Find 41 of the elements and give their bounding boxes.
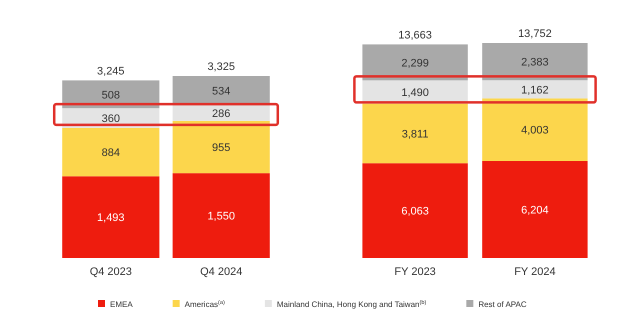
bar xyxy=(482,43,588,80)
data-label: 2,383 xyxy=(521,56,549,69)
data-label: 1,490 xyxy=(401,86,429,99)
x-tick-label: Q4 2024 xyxy=(200,266,242,278)
data-label: 1,162 xyxy=(521,84,549,96)
data-label: 3,811 xyxy=(402,128,428,140)
data-label: 286 xyxy=(212,108,230,120)
legend-label: EMEA xyxy=(110,300,134,309)
x-tick-label: FY 2023 xyxy=(394,266,436,278)
legend-label: Americas$^{(a)}$ xyxy=(184,299,225,309)
data-label: 955 xyxy=(212,142,230,154)
bar xyxy=(172,76,270,106)
total-label: 3,245 xyxy=(97,65,125,78)
x-tick-label: FY 2024 xyxy=(514,266,556,278)
data-label: 6,204 xyxy=(521,204,549,217)
legend-label: Mainland China, Hong Kong and Taiwan$^{(b)}$ xyxy=(276,299,426,309)
bar xyxy=(172,105,270,121)
data-label: 508 xyxy=(102,89,120,102)
bar xyxy=(172,173,270,258)
data-label: 534 xyxy=(212,86,230,98)
total-label: 3,325 xyxy=(207,61,235,73)
data-label: 884 xyxy=(102,147,120,160)
bar xyxy=(362,44,468,80)
bar xyxy=(62,176,160,258)
bar xyxy=(482,161,588,258)
total-label: 13,752 xyxy=(518,28,552,40)
data-label: 1,550 xyxy=(207,210,235,223)
bar xyxy=(482,80,588,98)
bar xyxy=(362,163,468,258)
total-label: 13,663 xyxy=(398,29,432,42)
legend-label: Rest of APAC xyxy=(478,300,527,309)
bar xyxy=(482,98,588,162)
bar xyxy=(362,104,468,164)
bar xyxy=(172,120,270,174)
data-label: 2,299 xyxy=(401,57,429,70)
data-label: 360 xyxy=(102,113,120,126)
x-tick-label: Q4 2023 xyxy=(90,266,132,278)
data-label: 1,493 xyxy=(97,212,125,224)
data-label: 4,003 xyxy=(521,124,549,137)
data-label: 6,063 xyxy=(401,206,429,218)
bar xyxy=(62,128,160,176)
